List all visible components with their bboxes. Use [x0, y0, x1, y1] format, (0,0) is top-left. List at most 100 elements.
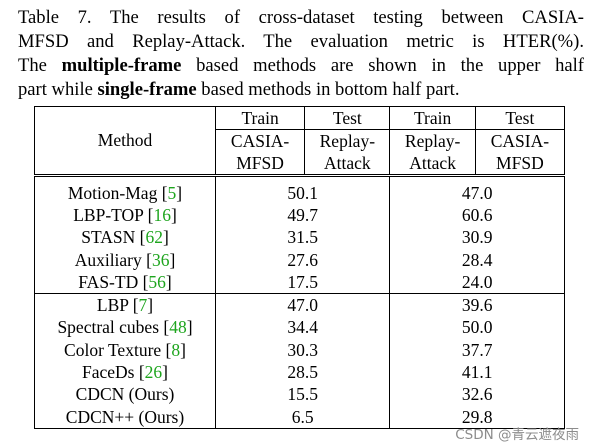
header-separator	[34, 174, 565, 182]
hter-replay-to-casia: 41.1	[389, 361, 565, 384]
method-name: Spectral cubes	[57, 317, 160, 338]
hter-replay-to-casia: 60.6	[389, 204, 565, 227]
hter-casia-to-replay: 15.5	[215, 383, 391, 406]
method-cell: FaceDs [26]	[34, 361, 216, 384]
col3-dataset-l2: Attack	[389, 152, 476, 176]
citation-link[interactable]: 56	[148, 271, 166, 292]
caption-line-3: The multiple-frame based methods are sho…	[18, 54, 584, 78]
method-name: Auxiliary	[74, 249, 142, 270]
hter-replay-to-casia: 24.0	[389, 271, 565, 294]
results-table: Method Train Test Train Test CASIA- Repl…	[34, 106, 566, 430]
col2-phase: Test	[304, 106, 391, 130]
method-cell: LBP [7]	[34, 293, 216, 317]
citation-bracket: [	[134, 362, 145, 383]
table-row: CDCN++ (Ours) 6.5 29.8	[34, 405, 565, 430]
hter-casia-to-replay: 6.5	[215, 405, 391, 430]
method-header: Method	[34, 106, 216, 176]
table-row: Motion-Mag [5] 50.1 47.0	[34, 182, 565, 205]
method-name: FAS-TD	[78, 271, 139, 292]
method-cell: CDCN++ (Ours)	[34, 405, 216, 430]
table-row: FAS-TD [56] 17.5 24.0	[34, 271, 565, 294]
method-cell: LBP-TOP [16]	[34, 204, 216, 227]
citation-bracket: ]	[162, 227, 169, 248]
method-name: LBP-TOP	[73, 204, 144, 225]
col1-dataset-l2: MFSD	[215, 152, 306, 176]
citation-bracket: [	[141, 249, 152, 270]
hter-casia-to-replay: 50.1	[215, 182, 391, 205]
hter-replay-to-casia: 28.4	[389, 248, 565, 272]
method-name: LBP	[96, 295, 129, 316]
citation-bracket: ]	[180, 339, 186, 360]
table-row: Spectral cubes [48] 34.4 50.0	[34, 316, 565, 340]
citation-link[interactable]: 62	[145, 227, 163, 248]
citation-bracket: ]	[147, 295, 154, 316]
caption-text: based methods are shown in the upper hal…	[181, 55, 584, 76]
method-cell: FAS-TD [56]	[34, 271, 216, 294]
caption-line-1: Table 7. The results of cross-dataset te…	[18, 7, 584, 28]
col3-phase: Train	[389, 106, 476, 130]
col2-dataset-l1: Replay-	[304, 129, 391, 152]
hter-replay-to-casia: 32.6	[389, 383, 565, 406]
citation-bracket: ]	[162, 362, 168, 383]
hter-casia-to-replay: 31.5	[215, 226, 391, 249]
header-row-phase: Method Train Test Train Test	[34, 106, 566, 176]
table-row: LBP [7] 47.0 39.6	[34, 293, 565, 317]
col4-phase: Test	[475, 106, 566, 130]
table-caption: Table 7. The results of cross-dataset te…	[18, 6, 584, 102]
header-row-dataset-2: MFSD Attack Attack MFSD	[35, 152, 566, 176]
citation-bracket: [	[135, 227, 146, 248]
hter-casia-to-replay: 27.6	[215, 248, 391, 272]
citation-bracket: ]	[170, 204, 177, 225]
caption-text: part while	[18, 79, 98, 100]
citation-bracket: [	[128, 295, 139, 316]
method-name: Motion-Mag	[67, 182, 158, 203]
method-name: CDCN++ (Ours)	[65, 406, 185, 427]
caption-emphasis-multiple-frame: multiple-frame	[61, 55, 182, 76]
method-cell: STASN [62]	[34, 226, 216, 249]
hter-replay-to-casia: 47.0	[389, 182, 565, 205]
method-name: CDCN (Ours)	[75, 384, 175, 405]
citation-bracket: [	[138, 271, 149, 292]
col4-dataset-l1: CASIA-	[475, 129, 566, 152]
citation-bracket: ]	[176, 182, 183, 203]
caption-emphasis-single-frame: single-frame	[97, 79, 197, 100]
citation-bracket: [	[143, 204, 154, 225]
citation-bracket: ]	[165, 271, 172, 292]
hter-replay-to-casia: 50.0	[389, 316, 565, 340]
csdn-watermark: CSDN @青云遮夜雨	[455, 427, 579, 443]
col3-dataset-l1: Replay-	[389, 129, 476, 152]
col2-dataset-l2: Attack	[304, 152, 391, 176]
citation-link[interactable]: 36	[151, 249, 170, 270]
citation-link[interactable]: 5	[167, 182, 177, 203]
caption-text: The	[18, 55, 62, 76]
citation-link[interactable]: 16	[153, 204, 171, 225]
hter-casia-to-replay: 28.5	[215, 361, 391, 384]
citation-link[interactable]: 26	[144, 362, 163, 383]
method-name: Color Texture	[64, 339, 162, 360]
citation-link[interactable]: 48	[169, 317, 187, 338]
citation-bracket: ]	[186, 317, 193, 338]
single-frame-group: LBP [7] 47.0 39.6 Spectral cubes [48] 34.4 50…	[34, 293, 565, 430]
citation-link[interactable]: 7	[138, 295, 148, 316]
table-row: Color Texture [8] 30.3 37.7	[34, 339, 565, 362]
col1-dataset-l1: CASIA-	[215, 129, 306, 152]
multi-frame-group: Motion-Mag [5] 50.1 47.0 LBP-TOP [16] 49.7 60…	[34, 182, 565, 294]
hter-replay-to-casia: 30.9	[389, 226, 565, 249]
col4-dataset-l2: MFSD	[475, 152, 566, 176]
hter-replay-to-casia: 29.8	[389, 405, 565, 430]
method-name: FaceDs	[81, 362, 135, 383]
table-row: STASN [62] 31.5 30.9	[34, 226, 565, 249]
table-row: LBP-TOP [16] 49.7 60.6	[34, 204, 565, 227]
citation-bracket: [	[161, 339, 172, 360]
method-cell: CDCN (Ours)	[34, 383, 216, 406]
hter-replay-to-casia: 39.6	[389, 293, 565, 317]
hter-casia-to-replay: 47.0	[215, 293, 391, 317]
caption-line-4: part while single-frame based methods in…	[18, 78, 584, 102]
citation-bracket: [	[159, 317, 170, 338]
citation-link[interactable]: 8	[171, 339, 181, 360]
hter-replay-to-casia: 37.7	[389, 339, 565, 362]
caption-line-2: MFSD and Replay-Attack. The evaluation m…	[18, 31, 584, 52]
table-row: FaceDs [26] 28.5 41.1	[34, 361, 565, 384]
col1-phase: Train	[215, 106, 306, 130]
hter-casia-to-replay: 30.3	[215, 339, 391, 362]
